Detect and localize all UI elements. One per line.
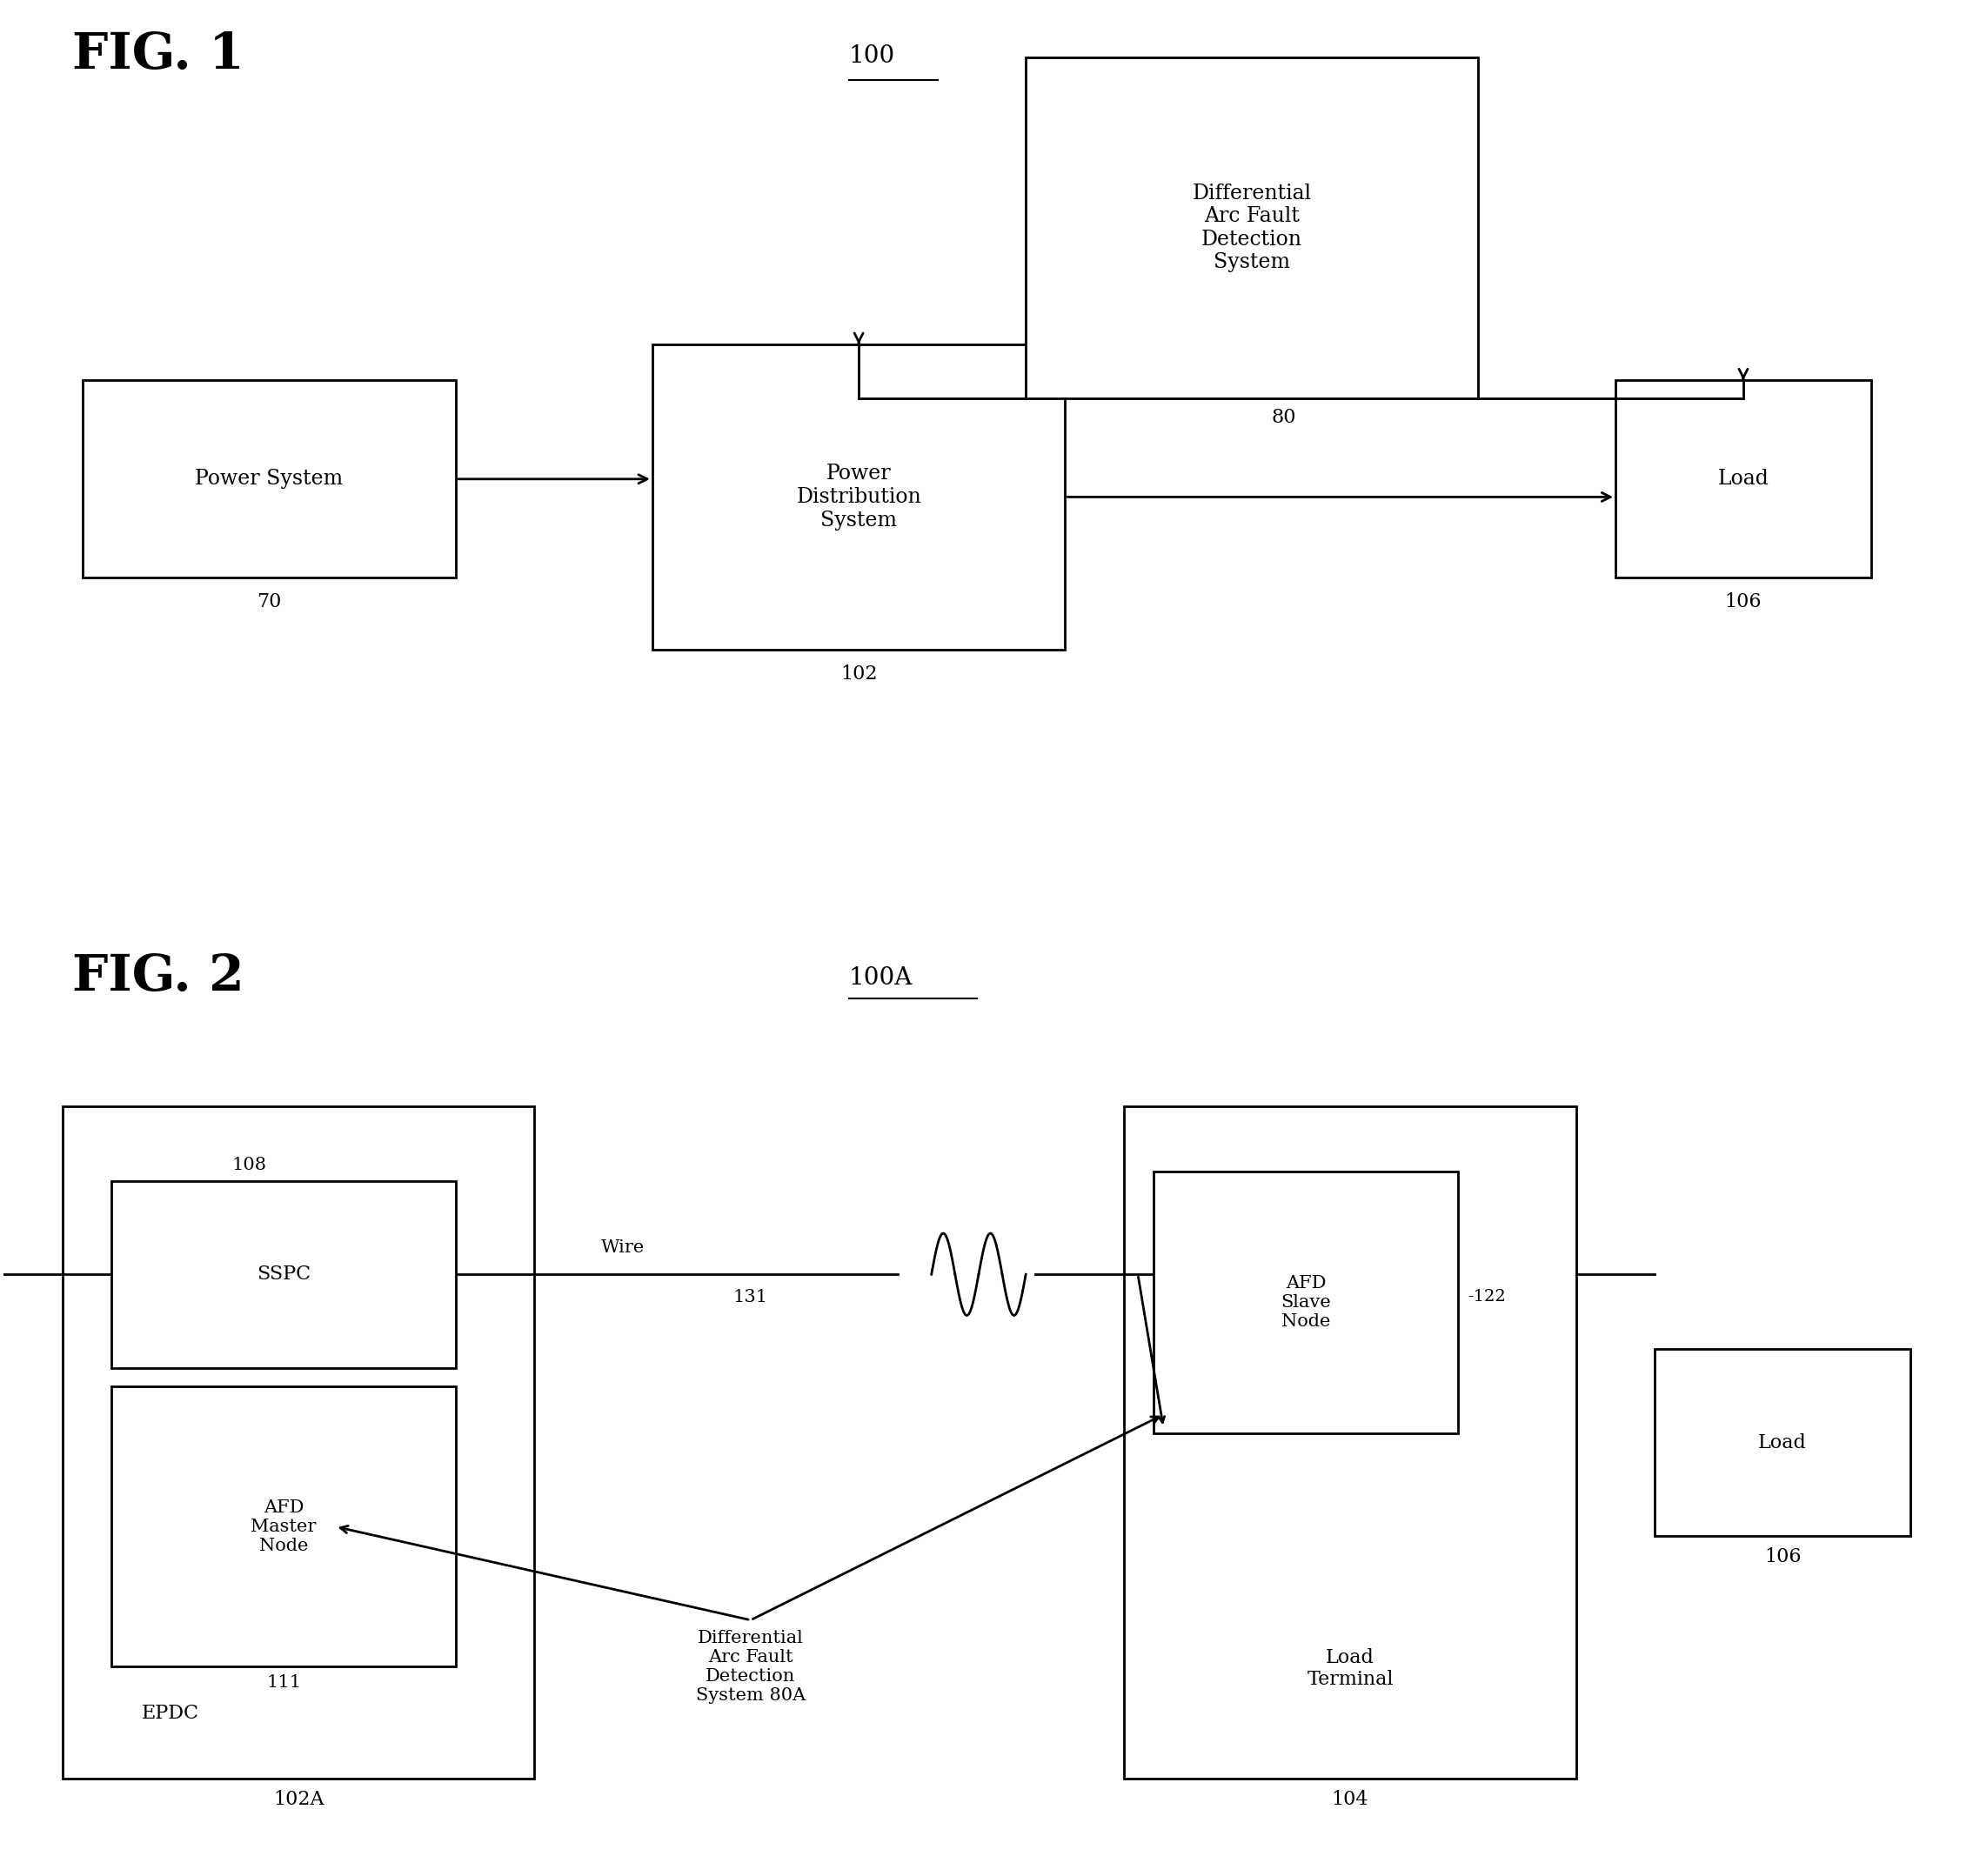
Text: Power System: Power System: [195, 469, 343, 490]
Text: SSPC: SSPC: [256, 1264, 312, 1283]
Text: Wire: Wire: [602, 1240, 645, 1255]
FancyBboxPatch shape: [63, 1107, 535, 1778]
Text: 100A: 100A: [848, 966, 913, 989]
Text: Differential
Arc Fault
Detection
System: Differential Arc Fault Detection System: [1192, 184, 1312, 272]
Text: 111: 111: [266, 1673, 302, 1690]
Text: Power
Distribution
System: Power Distribution System: [797, 463, 921, 531]
Text: 102A: 102A: [272, 1790, 324, 1808]
Text: 131: 131: [734, 1289, 767, 1306]
Text: 106: 106: [1764, 1548, 1801, 1566]
Text: Load
Terminal: Load Terminal: [1306, 1649, 1393, 1690]
Text: 104: 104: [1332, 1790, 1369, 1808]
FancyBboxPatch shape: [112, 1180, 456, 1368]
FancyBboxPatch shape: [83, 381, 456, 578]
FancyBboxPatch shape: [1026, 58, 1478, 398]
Text: 80: 80: [1271, 407, 1296, 426]
Text: 100: 100: [848, 43, 896, 68]
FancyBboxPatch shape: [112, 1386, 456, 1666]
Text: Load: Load: [1758, 1433, 1807, 1452]
FancyBboxPatch shape: [1655, 1349, 1910, 1536]
Text: FIG. 1: FIG. 1: [73, 30, 245, 79]
Text: 106: 106: [1724, 593, 1762, 612]
Text: 102: 102: [840, 664, 878, 683]
FancyBboxPatch shape: [653, 345, 1065, 649]
FancyBboxPatch shape: [1154, 1172, 1458, 1433]
Text: 70: 70: [256, 593, 282, 612]
Text: -122: -122: [1468, 1289, 1505, 1304]
Text: AFD
Master
Node: AFD Master Node: [251, 1499, 316, 1553]
Text: EPDC: EPDC: [142, 1703, 199, 1722]
FancyBboxPatch shape: [1616, 381, 1870, 578]
Text: Differential
Arc Fault
Detection
System 80A: Differential Arc Fault Detection System …: [696, 1630, 805, 1703]
FancyBboxPatch shape: [1125, 1107, 1576, 1778]
Text: FIG. 2: FIG. 2: [73, 951, 245, 1000]
Text: 108: 108: [233, 1157, 266, 1174]
Text: Load: Load: [1718, 469, 1770, 490]
Text: AFD
Slave
Node: AFD Slave Node: [1280, 1276, 1332, 1330]
